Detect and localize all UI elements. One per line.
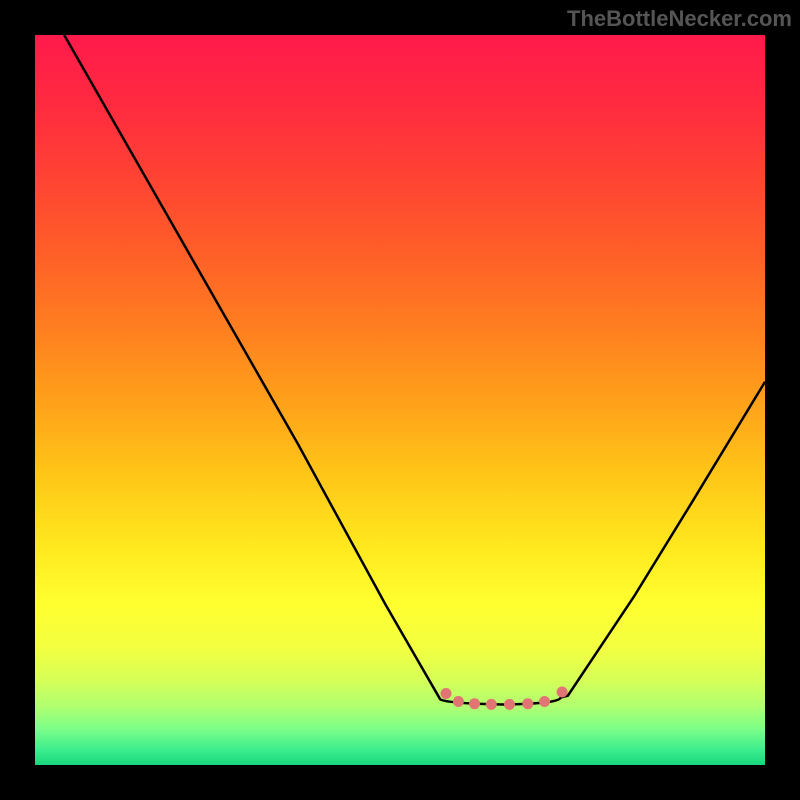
valley-marker	[441, 688, 452, 699]
valley-marker	[557, 687, 568, 698]
valley-markers	[441, 687, 568, 710]
valley-marker	[522, 698, 533, 709]
plot-area	[35, 35, 765, 765]
chart-frame: TheBottleNecker.com	[0, 0, 800, 800]
bottleneck-curve	[64, 35, 765, 705]
valley-marker	[453, 696, 464, 707]
valley-marker	[539, 696, 550, 707]
attribution-text: TheBottleNecker.com	[567, 6, 792, 32]
curve-layer	[35, 35, 765, 765]
valley-marker	[469, 698, 480, 709]
valley-marker	[486, 699, 497, 710]
valley-marker	[504, 699, 515, 710]
